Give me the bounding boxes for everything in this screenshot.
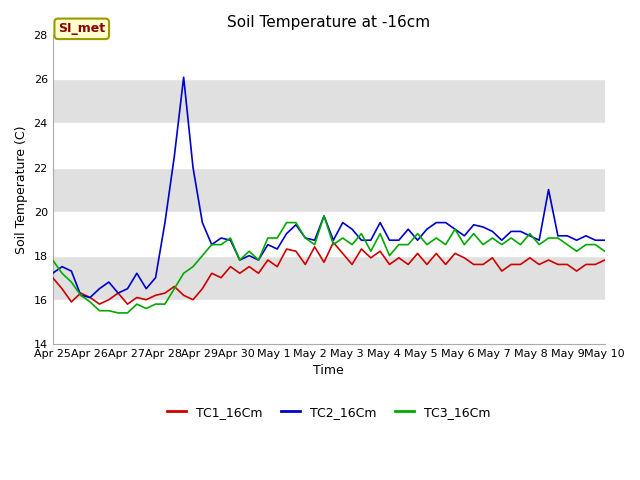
TC3_16Cm: [152, 301, 159, 307]
TC1_16Cm: [49, 275, 56, 280]
TC1_16Cm: [330, 240, 337, 245]
TC2_16Cm: [413, 237, 421, 243]
TC3_16Cm: [601, 248, 609, 254]
TC3_16Cm: [198, 253, 206, 259]
Bar: [52, 79, 605, 123]
TC2_16Cm: [245, 253, 253, 259]
TC1_16Cm: [95, 301, 103, 307]
TC2_16Cm: [152, 275, 159, 280]
TC2_16Cm: [227, 237, 234, 243]
Bar: [52, 300, 605, 344]
TC2_16Cm: [255, 257, 262, 263]
Legend: TC1_16Cm, TC2_16Cm, TC3_16Cm: TC1_16Cm, TC2_16Cm, TC3_16Cm: [162, 401, 495, 424]
TC3_16Cm: [245, 248, 253, 254]
TC3_16Cm: [49, 257, 56, 263]
TC2_16Cm: [86, 295, 94, 300]
Bar: [52, 168, 605, 212]
TC1_16Cm: [198, 286, 206, 291]
TC1_16Cm: [413, 251, 421, 256]
TC1_16Cm: [152, 292, 159, 298]
TC1_16Cm: [236, 270, 244, 276]
Bar: [52, 256, 605, 300]
Bar: [52, 36, 605, 79]
TC2_16Cm: [601, 237, 609, 243]
Y-axis label: Soil Temperature (C): Soil Temperature (C): [15, 125, 28, 254]
TC1_16Cm: [245, 264, 253, 270]
Line: TC2_16Cm: TC2_16Cm: [52, 77, 605, 298]
TC3_16Cm: [413, 231, 421, 237]
TC1_16Cm: [217, 275, 225, 280]
TC3_16Cm: [115, 310, 122, 316]
Text: SI_met: SI_met: [58, 23, 106, 36]
X-axis label: Time: Time: [314, 364, 344, 377]
Bar: [52, 123, 605, 168]
Line: TC1_16Cm: TC1_16Cm: [52, 242, 605, 304]
TC2_16Cm: [208, 242, 216, 248]
TC3_16Cm: [236, 257, 244, 263]
TC1_16Cm: [601, 257, 609, 263]
Title: Soil Temperature at -16cm: Soil Temperature at -16cm: [227, 15, 430, 30]
Line: TC3_16Cm: TC3_16Cm: [52, 216, 605, 313]
TC3_16Cm: [217, 242, 225, 248]
Bar: [52, 212, 605, 256]
TC3_16Cm: [320, 213, 328, 219]
TC2_16Cm: [180, 74, 188, 80]
TC2_16Cm: [49, 270, 56, 276]
